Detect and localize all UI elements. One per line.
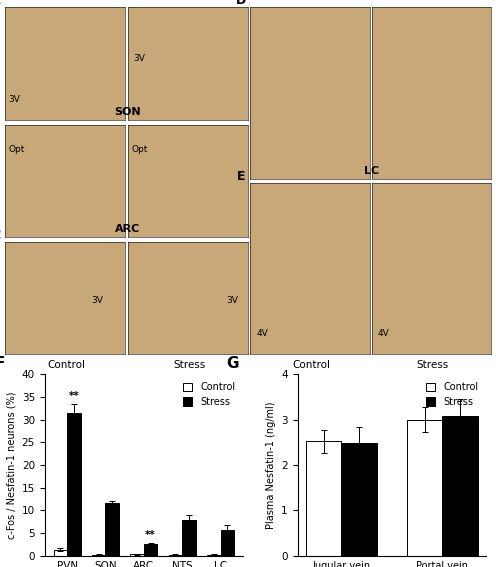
Text: E: E <box>237 170 246 183</box>
Text: F: F <box>0 356 5 371</box>
Legend: Control, Stress: Control, Stress <box>180 379 238 410</box>
Y-axis label: c-Fos / Nesfatin-1 neurons (%): c-Fos / Nesfatin-1 neurons (%) <box>6 391 16 539</box>
Text: Control: Control <box>47 360 85 370</box>
Text: Stress: Stress <box>173 360 205 370</box>
Bar <box>92 555 106 556</box>
Text: Opt: Opt <box>131 145 148 154</box>
Text: ARC: ARC <box>115 225 140 234</box>
Text: 3V: 3V <box>226 296 238 305</box>
Text: SON: SON <box>115 107 141 117</box>
Text: D: D <box>236 0 246 7</box>
Text: Stress: Stress <box>417 360 449 370</box>
Text: 3V: 3V <box>92 296 104 305</box>
Y-axis label: Plasma Nesfatin-1 (ng/ml): Plasma Nesfatin-1 (ng/ml) <box>266 401 276 528</box>
Bar <box>67 413 80 556</box>
Bar <box>144 544 157 556</box>
Text: 4V: 4V <box>256 329 268 338</box>
Text: Control: Control <box>292 360 330 370</box>
Text: 4V: 4V <box>378 329 390 338</box>
Bar <box>54 550 67 556</box>
Text: 3V: 3V <box>134 53 146 62</box>
Bar <box>169 555 182 556</box>
Bar <box>182 521 195 556</box>
Bar <box>341 443 377 556</box>
Text: **: ** <box>145 530 156 540</box>
Text: LC: LC <box>365 166 379 176</box>
Bar <box>130 555 144 556</box>
Bar <box>442 416 478 556</box>
Bar <box>306 441 341 556</box>
Legend: Control, Stress: Control, Stress <box>423 379 481 410</box>
Text: 3V: 3V <box>8 95 20 104</box>
Bar <box>221 530 234 556</box>
Bar <box>407 420 442 556</box>
Bar <box>106 503 119 556</box>
Text: G: G <box>226 356 239 371</box>
Bar <box>207 555 221 556</box>
Text: **: ** <box>68 391 79 401</box>
Text: Opt: Opt <box>8 145 25 154</box>
